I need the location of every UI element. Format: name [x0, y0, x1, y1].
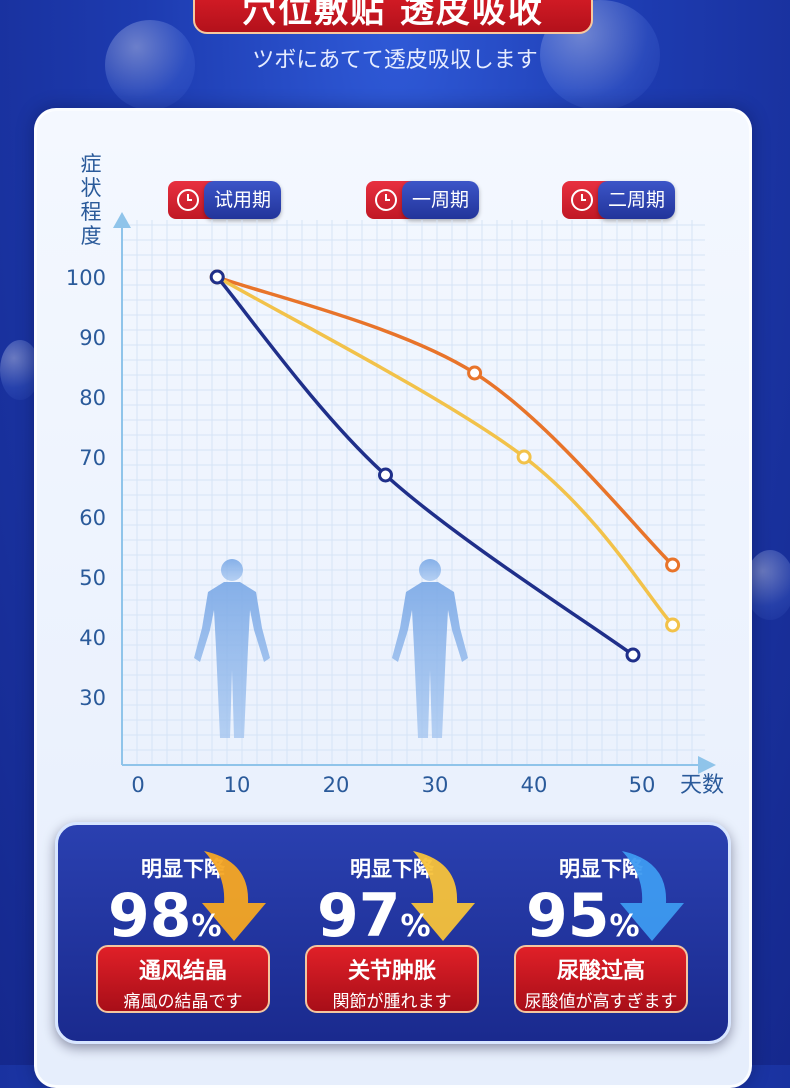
stat-box: 尿酸过高 尿酸値が高すぎます [514, 945, 688, 1013]
data-point [467, 365, 483, 381]
stat-head: 明显下降 [350, 857, 434, 881]
x-tick-label: 30 [422, 773, 449, 797]
data-point [516, 449, 532, 465]
human-figure-icon [194, 559, 270, 738]
data-point [209, 269, 225, 285]
decor-bubble [0, 340, 40, 400]
stat-value: 95 [526, 881, 610, 951]
x-tick-label: 20 [323, 773, 350, 797]
stat-head: 明显下降 [141, 857, 225, 881]
stat-unit: % [609, 909, 640, 944]
stat-subtitle: 尿酸値が高すぎます [524, 992, 678, 1012]
y-axis-arrow [113, 212, 131, 228]
page-subtitle: ツボにあてて透皮吸収します [252, 48, 538, 73]
stat-subtitle: 痛風の結晶です [123, 992, 243, 1012]
page-title: 穴位敷贴 透皮吸收 [193, 0, 593, 34]
x-axis-unit: 天数 [680, 773, 724, 798]
stats-panel: 明显下降 98% 通风结晶 痛風の結晶です 明显下降 97% 关节肿胀 関節が腫… [55, 822, 731, 1044]
x-tick-label: 40 [521, 773, 548, 797]
stat-uric-acid: 明显下降 95% 尿酸过高 尿酸値が高すぎます [514, 825, 716, 1047]
x-tick-label: 50 [629, 773, 656, 797]
stat-title: 尿酸过高 [556, 959, 645, 984]
y-tick-label: 60 [79, 506, 106, 530]
data-point [378, 467, 393, 483]
tag-cycle-2: 二周期 [562, 181, 692, 219]
x-tick-label: 0 [131, 773, 144, 797]
tag-label: 试用期 [204, 181, 282, 219]
decor-bubble [105, 20, 195, 110]
stat-unit: % [191, 909, 222, 944]
down-arrow-icon [620, 851, 684, 941]
stat-unit: % [400, 909, 431, 944]
stat-gout-crystals: 明显下降 98% 通风结晶 痛風の結晶です [96, 825, 298, 1047]
stat-percent: 95% [526, 881, 640, 962]
x-axis-arrow [698, 756, 716, 774]
tag-label: 一周期 [402, 181, 480, 219]
tag-cycle-1: 一周期 [366, 181, 496, 219]
data-point [665, 557, 681, 573]
stat-title: 关节肿胀 [347, 959, 436, 984]
chart-grid [121, 220, 705, 766]
data-point [665, 617, 681, 633]
y-tick-label: 50 [79, 566, 106, 590]
tag-trial-period: 试用期 [168, 181, 298, 219]
y-tick-label: 80 [79, 386, 106, 410]
down-arrow-icon [202, 851, 266, 941]
stat-box: 通风结晶 痛風の結晶です [96, 945, 270, 1013]
y-tick-label: 90 [79, 326, 106, 350]
y-tick-label: 70 [79, 446, 106, 470]
stat-value: 97 [317, 881, 401, 951]
y-tick-label: 100 [66, 266, 106, 290]
stat-head: 明显下降 [559, 857, 643, 881]
series-line-1 [215, 275, 675, 627]
stat-joint-swelling: 明显下降 97% 关节肿胀 関節が腫れます [305, 825, 507, 1047]
stat-title: 通风结晶 [138, 959, 227, 984]
data-point [625, 647, 641, 663]
symptom-line-chart: 30 40 50 60 70 80 90 100 0 10 20 30 40 50 天数 [66, 212, 724, 798]
y-axis-title: 症状程度 [80, 152, 102, 248]
stat-percent: 97% [317, 881, 431, 962]
y-tick-label: 40 [79, 626, 106, 650]
x-tick-label: 10 [224, 773, 251, 797]
human-figure-icon [392, 559, 468, 738]
decor-bubble [745, 550, 790, 620]
stat-percent: 98% [108, 881, 222, 962]
down-arrow-icon [411, 851, 475, 941]
y-tick-label: 30 [79, 686, 106, 710]
tag-label: 二周期 [598, 181, 676, 219]
stat-box: 关节肿胀 関節が腫れます [305, 945, 479, 1013]
stat-value: 98 [108, 881, 192, 951]
stat-subtitle: 関節が腫れます [332, 992, 452, 1012]
